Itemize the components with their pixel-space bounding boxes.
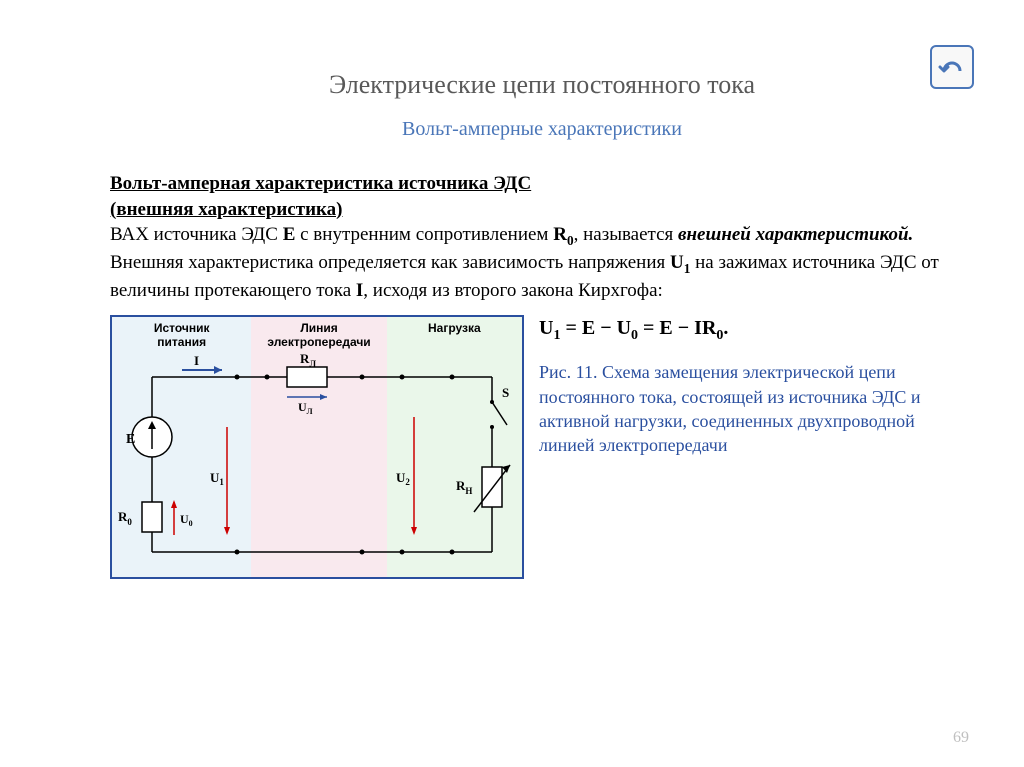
circuit-diagram: Источник питания Линия электропередачи Н…: [110, 315, 524, 579]
svg-text:U1: U1: [210, 470, 224, 487]
formula: U1 = E − U0 = E − IR0.: [539, 315, 974, 346]
para-mid3: Внешняя характеристика определяется как …: [110, 252, 670, 273]
page-number: 69: [953, 729, 969, 747]
para-end: , исходя из второго закона Кирхгофа:: [363, 280, 663, 301]
symbol-U1: U: [670, 252, 684, 273]
term-ext: внешней характеристикой.: [678, 224, 913, 245]
svg-text:S: S: [502, 385, 509, 400]
figure-caption: Рис. 11. Схема замещения электрической ц…: [539, 360, 974, 457]
body-paragraph: Вольт-амперная характеристика источника …: [110, 171, 974, 303]
svg-text:U0: U0: [180, 512, 193, 528]
page-title: Электрические цепи постоянного тока: [110, 70, 974, 100]
symbol-R0: R: [553, 224, 567, 245]
svg-text:I: I: [194, 353, 199, 368]
symbol-R0-sub: 0: [567, 233, 574, 248]
svg-text:RН: RН: [456, 478, 472, 496]
svg-text:R0: R0: [118, 509, 132, 527]
page-subtitle: Вольт-амперные характеристики: [110, 118, 974, 141]
label-E: E: [126, 432, 135, 447]
circuit-svg: E R0 RЛ S RН I: [112, 317, 522, 577]
svg-text:UЛ: UЛ: [298, 400, 313, 416]
para-mid1: с внутренним сопротивлением: [295, 224, 553, 245]
back-icon[interactable]: [930, 45, 974, 89]
svg-text:U2: U2: [396, 470, 410, 487]
symbol-E: Е: [283, 224, 296, 245]
para-mid2: , называется: [574, 224, 678, 245]
heading-line1: Вольт-амперная характеристика источника …: [110, 173, 531, 194]
para-prefix: ВАХ источника ЭДС: [110, 224, 283, 245]
heading-line2: (внешняя характеристика): [110, 199, 343, 220]
